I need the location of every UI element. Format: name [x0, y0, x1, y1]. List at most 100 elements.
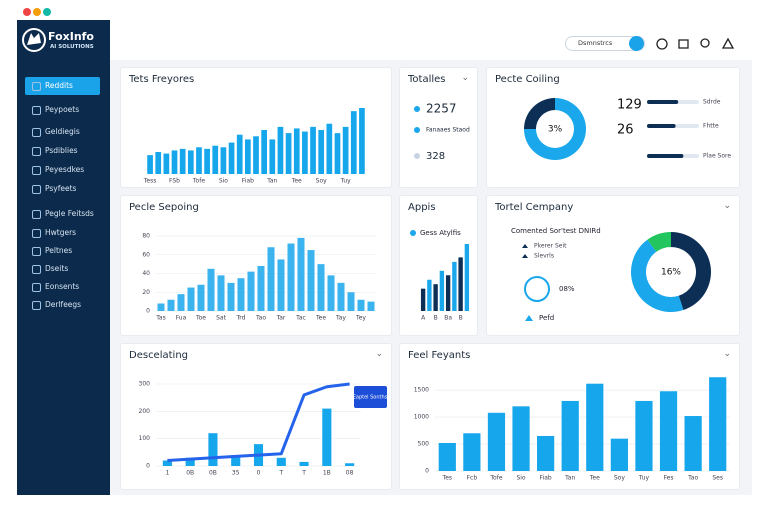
menu-item[interactable]: Psdiblies	[25, 142, 100, 160]
x-tick-label: FSb	[169, 178, 180, 185]
x-tick-label: Tey	[355, 315, 366, 322]
bar	[293, 128, 300, 174]
x-tick-label: 0B	[186, 470, 194, 477]
x-tick-label: Soy	[614, 475, 625, 482]
pie-center-label: 16%	[661, 268, 681, 278]
menu-item[interactable]: Psyfeets	[25, 180, 100, 198]
y-tick-label: 1500	[414, 387, 429, 394]
x-tick-label: Tay	[335, 315, 346, 322]
menu-item[interactable]: Reddits	[25, 77, 100, 95]
search-button[interactable]	[629, 36, 644, 51]
window-maximize[interactable]	[43, 8, 51, 16]
bar	[162, 460, 172, 466]
y-tick-label: 0	[146, 463, 150, 470]
bar	[204, 148, 210, 174]
bar	[310, 126, 316, 174]
bar	[285, 133, 292, 174]
footer-marker	[525, 315, 533, 321]
bar	[217, 275, 225, 311]
panel-title: Appis	[408, 202, 436, 213]
bar	[586, 383, 604, 471]
bar	[185, 457, 195, 466]
bar	[269, 139, 276, 174]
panel-title: Pecle Sepoing	[129, 202, 199, 213]
item-dot	[414, 127, 420, 133]
panel: 0 100 200 300 1 0B 0B 35 0 T T 1B 08 Eaptel Sonths Des…	[120, 343, 392, 490]
x-tick-label: Tao	[687, 475, 698, 482]
bar	[163, 153, 170, 174]
ring-icon	[524, 276, 550, 302]
menu-item[interactable]: Derlfeegs	[25, 296, 100, 314]
bar	[196, 147, 202, 174]
menu-item[interactable]: Hwtgers	[25, 224, 100, 242]
icon-clock[interactable]	[656, 38, 668, 50]
x-tick-label: Tess	[143, 178, 157, 185]
y-tick-label: 500	[418, 441, 430, 448]
menu-icon	[32, 106, 41, 115]
x-tick-label: Tar	[276, 315, 286, 322]
panel-menu[interactable]: ⌄	[723, 201, 731, 211]
pie-slice	[671, 232, 711, 311]
pie-slice	[631, 239, 684, 312]
search-box[interactable]: Dsmnstrcs	[565, 36, 645, 51]
panel-title: Pecte Coiling	[495, 74, 560, 85]
window-minimize[interactable]	[33, 8, 41, 16]
bar	[267, 247, 275, 311]
icon-search[interactable]	[700, 38, 710, 48]
x-tick-label: Sio	[219, 178, 228, 185]
menu-item[interactable]: Geldiegis	[25, 123, 100, 141]
stat-value: 26	[617, 123, 634, 138]
y-tick-label: 0	[425, 468, 429, 475]
x-tick-label: Sio	[516, 475, 525, 482]
x-tick-label: 0	[257, 470, 261, 477]
pie-slice	[524, 98, 555, 129]
bar	[155, 152, 162, 174]
menu-item[interactable]: Peltnes	[25, 242, 100, 260]
bar	[228, 142, 235, 174]
y-tick-label: 0	[146, 308, 150, 315]
icon-alert[interactable]	[721, 37, 735, 49]
bar	[326, 123, 333, 174]
list-item: Slevrls	[534, 253, 554, 260]
icon-settings[interactable]	[678, 39, 689, 49]
pie-slice	[524, 98, 586, 160]
x-tick-label: Tas	[155, 315, 165, 322]
toolbar-icons	[656, 37, 735, 50]
panel-menu[interactable]: ⌄	[723, 349, 731, 359]
menu-item[interactable]: Peyesdkes	[25, 161, 100, 179]
bar	[253, 136, 259, 174]
panel-title: Descelating	[129, 350, 189, 361]
brand-tagline: AI SOLUTIONS	[50, 44, 94, 50]
x-tick-label: Tao	[255, 315, 266, 322]
panel-menu[interactable]: ⌄	[461, 73, 469, 83]
menu-item[interactable]: Eonsents	[25, 278, 100, 296]
x-tick-label: T	[301, 470, 306, 477]
x-tick-label: 0B	[209, 470, 217, 477]
menu-icon	[32, 210, 41, 219]
menu-icon	[32, 147, 41, 156]
bar	[561, 400, 579, 471]
panel-chart: 3% 129 26 Sdrde Fhtte Plae Sore	[524, 98, 731, 160]
panel-chart: 0 100 200 300 1 0B 0B 35 0 T T 1B 08 Eaptel Sonths	[139, 381, 388, 477]
bar	[167, 299, 175, 311]
x-tick-label: T	[278, 470, 283, 477]
bar	[287, 243, 295, 311]
annotation-text: Eaptel Sonths	[353, 395, 388, 401]
window-close[interactable]	[23, 8, 31, 16]
item-text: Fanaaes Staod	[426, 127, 470, 134]
bar	[458, 257, 463, 311]
bar	[307, 250, 315, 311]
panel-subtitle: Comented Sor'test DNIRd	[511, 227, 601, 235]
x-tick-label: Tofe	[192, 178, 205, 185]
search-placeholder: Dsmnstrcs	[578, 39, 613, 47]
menu-item[interactable]: Dseits	[25, 260, 100, 278]
panel-menu[interactable]: ⌄	[375, 349, 383, 359]
menu-item[interactable]: Pegle Feitsds	[25, 205, 100, 223]
bar	[342, 126, 349, 174]
bar	[208, 433, 218, 466]
progress-bar	[647, 100, 679, 104]
bar	[177, 294, 185, 311]
menu-item[interactable]: Peypoets	[25, 101, 100, 119]
y-tick-label: 80	[142, 233, 150, 240]
